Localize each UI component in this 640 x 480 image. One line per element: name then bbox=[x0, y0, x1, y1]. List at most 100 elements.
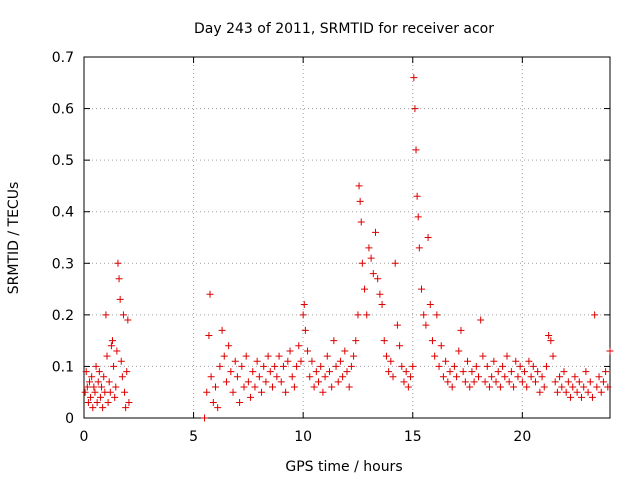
data-point bbox=[547, 337, 555, 345]
data-point bbox=[422, 321, 430, 329]
data-point bbox=[411, 105, 419, 113]
data-point bbox=[402, 368, 410, 376]
data-point bbox=[93, 399, 101, 407]
data-point bbox=[357, 218, 365, 226]
data-point bbox=[407, 373, 415, 381]
data-point bbox=[222, 378, 230, 386]
data-point bbox=[442, 357, 450, 365]
data-point bbox=[111, 393, 119, 401]
data-point bbox=[564, 378, 572, 386]
data-point bbox=[490, 357, 498, 365]
data-point bbox=[588, 393, 596, 401]
data-point bbox=[266, 368, 274, 376]
x-tick-label: 0 bbox=[80, 429, 89, 445]
data-point bbox=[468, 368, 476, 376]
data-point bbox=[466, 383, 474, 391]
data-point bbox=[238, 362, 246, 370]
y-tick-label: 0.6 bbox=[52, 102, 74, 118]
data-point bbox=[391, 259, 399, 267]
x-tick-label: 15 bbox=[404, 429, 422, 445]
data-point bbox=[365, 244, 373, 252]
data-point bbox=[527, 373, 535, 381]
data-point bbox=[121, 388, 129, 396]
y-axis-label: SRMTID / TECUs bbox=[6, 182, 22, 295]
data-point bbox=[352, 337, 360, 345]
data-point bbox=[102, 311, 110, 319]
data-point bbox=[439, 373, 447, 381]
data-point bbox=[363, 311, 371, 319]
y-tick-label: 0.7 bbox=[52, 50, 74, 66]
data-point bbox=[400, 378, 408, 386]
data-point bbox=[534, 368, 542, 376]
data-point bbox=[418, 285, 426, 293]
data-point bbox=[494, 368, 502, 376]
data-point bbox=[251, 383, 259, 391]
data-point bbox=[96, 393, 104, 401]
data-point bbox=[300, 301, 308, 309]
data-point bbox=[90, 383, 98, 391]
data-point bbox=[236, 399, 244, 407]
data-point bbox=[209, 399, 217, 407]
data-point bbox=[115, 275, 123, 283]
data-point bbox=[310, 383, 318, 391]
data-point bbox=[556, 373, 564, 381]
data-point bbox=[306, 373, 314, 381]
data-point bbox=[112, 383, 120, 391]
data-point bbox=[103, 352, 111, 360]
data-point bbox=[207, 373, 215, 381]
data-point bbox=[413, 192, 421, 200]
x-axis-label: GPS time / hours bbox=[285, 459, 402, 475]
data-point bbox=[233, 373, 241, 381]
data-point bbox=[334, 378, 342, 386]
data-point bbox=[297, 357, 305, 365]
data-point bbox=[122, 404, 130, 412]
data-point bbox=[277, 378, 285, 386]
data-point bbox=[378, 301, 386, 309]
data-point bbox=[560, 368, 568, 376]
data-point bbox=[105, 378, 113, 386]
data-point bbox=[323, 352, 331, 360]
data-point bbox=[117, 357, 125, 365]
data-point bbox=[523, 383, 531, 391]
data-point bbox=[260, 362, 268, 370]
data-point bbox=[606, 347, 614, 355]
data-point bbox=[264, 352, 272, 360]
data-point bbox=[288, 373, 296, 381]
data-point bbox=[273, 373, 281, 381]
data-point bbox=[308, 357, 316, 365]
data-point bbox=[479, 352, 487, 360]
data-point bbox=[435, 362, 443, 370]
data-point bbox=[125, 399, 133, 407]
data-point bbox=[220, 352, 228, 360]
data-point bbox=[81, 388, 89, 396]
data-point bbox=[85, 378, 93, 386]
data-point bbox=[426, 301, 434, 309]
data-point bbox=[567, 393, 575, 401]
data-point bbox=[582, 368, 590, 376]
data-point bbox=[319, 388, 327, 396]
data-point bbox=[255, 373, 263, 381]
data-point bbox=[91, 388, 99, 396]
data-point bbox=[569, 383, 577, 391]
data-point bbox=[94, 378, 102, 386]
data-point bbox=[290, 383, 298, 391]
data-point bbox=[92, 362, 100, 370]
y-tick-label: 0.3 bbox=[52, 256, 74, 272]
data-point bbox=[578, 393, 586, 401]
data-point bbox=[485, 383, 493, 391]
data-point bbox=[107, 342, 115, 350]
data-point bbox=[492, 378, 500, 386]
data-point bbox=[201, 414, 209, 422]
data-point bbox=[412, 146, 420, 154]
data-point bbox=[562, 388, 570, 396]
data-point bbox=[483, 362, 491, 370]
data-point bbox=[244, 378, 252, 386]
y-tick-label: 0.4 bbox=[52, 205, 74, 221]
data-point bbox=[268, 383, 276, 391]
data-point bbox=[330, 337, 338, 345]
data-point bbox=[301, 326, 309, 334]
data-point bbox=[584, 388, 592, 396]
data-point bbox=[275, 352, 283, 360]
data-point bbox=[558, 383, 566, 391]
data-point bbox=[404, 383, 412, 391]
